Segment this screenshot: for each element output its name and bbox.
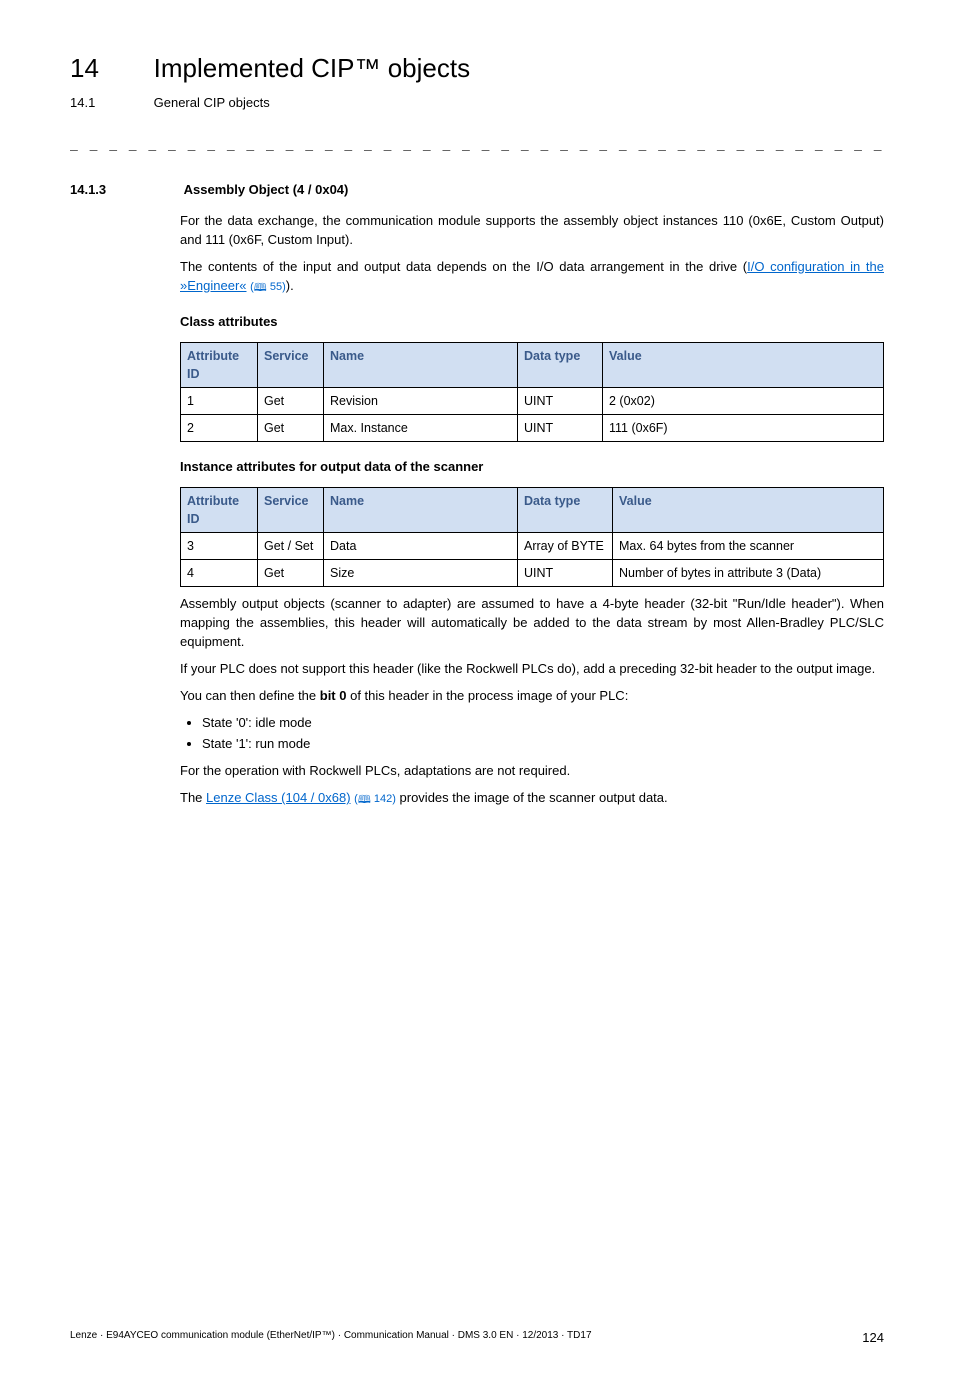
col-header: Name [324,487,518,532]
cell: 2 [181,414,258,441]
text-run: The contents of the input and output dat… [180,259,747,274]
subsection-number: 14.1 [70,94,150,113]
page-footer: Lenze · E94AYCEO communication module (E… [70,1329,884,1344]
book-icon: 🕮 [254,281,267,297]
table-row: 2 Get Max. Instance UINT 111 (0x6F) [181,414,884,441]
cell: UINT [518,387,603,414]
text-run: provides the image of the scanner output… [396,790,668,805]
page-ref-text: 142) [371,793,396,805]
text-run: ). [286,278,294,293]
list-item: State '0': idle mode [202,714,884,733]
page-number: 124 [862,1329,884,1348]
cell: Size [324,560,518,587]
divider-dashes: _ _ _ _ _ _ _ _ _ _ _ _ _ _ _ _ _ _ _ _ … [70,137,884,156]
paragraph: The Lenze Class (104 / 0x68) (🕮 142) pro… [180,789,884,809]
table-header-row: Attribute ID Service Name Data type Valu… [181,487,884,532]
cell: Max. Instance [324,414,518,441]
text-run: The [180,790,206,805]
col-header: Service [258,342,324,387]
paragraph: If your PLC does not support this header… [180,660,884,679]
book-icon: 🕮 [358,793,371,809]
section-title: Assembly Object (4 / 0x04) [184,181,349,200]
section-heading: 14.1.3 Assembly Object (4 / 0x04) [70,181,884,200]
paragraph: For the data exchange, the communication… [180,212,884,250]
paragraph: The contents of the input and output dat… [180,258,884,297]
text-run: You can then define the [180,688,320,703]
cell: Array of BYTE [518,533,613,560]
col-header: Value [603,342,884,387]
link-lenze-class[interactable]: Lenze Class (104 / 0x68) [206,790,351,805]
list-item: State '1': run mode [202,735,884,754]
header-block: 14 Implemented CIP™ objects 14.1 General… [70,50,884,113]
instance-attributes-table: Attribute ID Service Name Data type Valu… [180,487,884,588]
cell: UINT [518,560,613,587]
table-heading: Instance attributes for output data of t… [180,458,884,477]
paragraph: You can then define the bit 0 of this he… [180,687,884,706]
cell: 111 (0x6F) [603,414,884,441]
subsection-title: General CIP objects [154,94,270,113]
cell: Get / Set [258,533,324,560]
col-header: Service [258,487,324,532]
page-ref[interactable]: (🕮 142) [354,793,396,805]
table-heading: Class attributes [180,313,884,332]
cell: Data [324,533,518,560]
paragraph: For the operation with Rockwell PLCs, ad… [180,762,884,781]
col-header: Attribute ID [181,342,258,387]
table-row: 3 Get / Set Data Array of BYTE Max. 64 b… [181,533,884,560]
cell: Get [258,560,324,587]
cell: 1 [181,387,258,414]
cell: 2 (0x02) [603,387,884,414]
chapter-number: 14 [70,50,150,88]
text-run: of this header in the process image of y… [346,688,628,703]
bold-run: bit 0 [320,688,347,703]
cell: Number of bytes in attribute 3 (Data) [613,560,884,587]
section-number: 14.1.3 [70,181,180,200]
col-header: Data type [518,487,613,532]
col-header: Data type [518,342,603,387]
cell: Get [258,387,324,414]
cell: 3 [181,533,258,560]
col-header: Attribute ID [181,487,258,532]
cell: Revision [324,387,518,414]
table-row: 1 Get Revision UINT 2 (0x02) [181,387,884,414]
chapter-title: Implemented CIP™ objects [154,50,470,88]
paragraph: Assembly output objects (scanner to adap… [180,595,884,652]
table-header-row: Attribute ID Service Name Data type Valu… [181,342,884,387]
class-attributes-table: Attribute ID Service Name Data type Valu… [180,342,884,443]
cell: Max. 64 bytes from the scanner [613,533,884,560]
page-ref[interactable]: (🕮 55) [250,281,286,293]
table-row: 4 Get Size UINT Number of bytes in attri… [181,560,884,587]
col-header: Value [613,487,884,532]
cell: 4 [181,560,258,587]
bullet-list: State '0': idle mode State '1': run mode [180,714,884,755]
footer-text: Lenze · E94AYCEO communication module (E… [70,1329,592,1344]
cell: Get [258,414,324,441]
page-ref-text: 55) [267,281,286,293]
cell: UINT [518,414,603,441]
col-header: Name [324,342,518,387]
